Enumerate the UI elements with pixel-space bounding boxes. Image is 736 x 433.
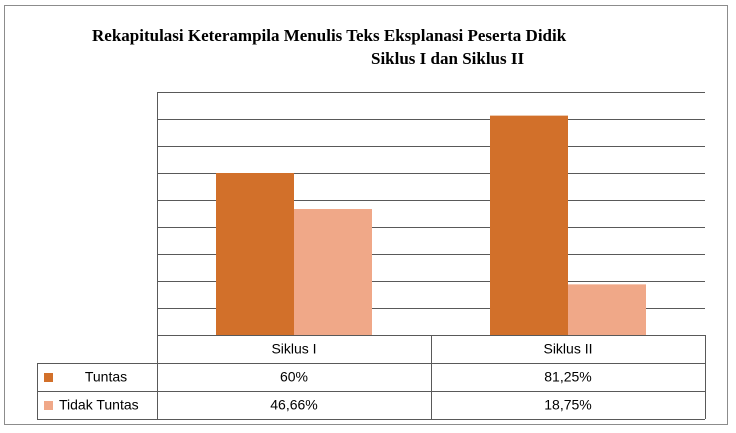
legend-swatch-tuntas [44, 373, 53, 382]
category-label: Siklus I [271, 341, 316, 357]
legend-swatch-tidak-tuntas [44, 401, 53, 410]
bar-tidak-tuntas-1 [294, 209, 372, 335]
data-label: 60% [280, 369, 308, 385]
data-label: 46,66% [270, 397, 317, 413]
bar-tuntas-1 [216, 173, 294, 335]
chart-title-line2: Siklus I dan Siklus II [371, 49, 525, 68]
data-label: 18,75% [544, 397, 591, 413]
data-table: Siklus I Siklus II Tuntas 60% 81,25% Tidak Tu… [37, 335, 706, 420]
data-label: 81,25% [544, 369, 591, 385]
legend-label: Tidak Tuntas [59, 397, 139, 413]
category-label: Siklus II [543, 341, 592, 357]
bar-tuntas-2 [490, 115, 568, 335]
bars [216, 115, 646, 335]
bar-tidak-tuntas-2 [568, 284, 646, 335]
chart-title-line1: Rekapitulasi Keterampila Menulis Teks Ek… [92, 26, 567, 45]
legend-label: Tuntas [85, 369, 127, 385]
